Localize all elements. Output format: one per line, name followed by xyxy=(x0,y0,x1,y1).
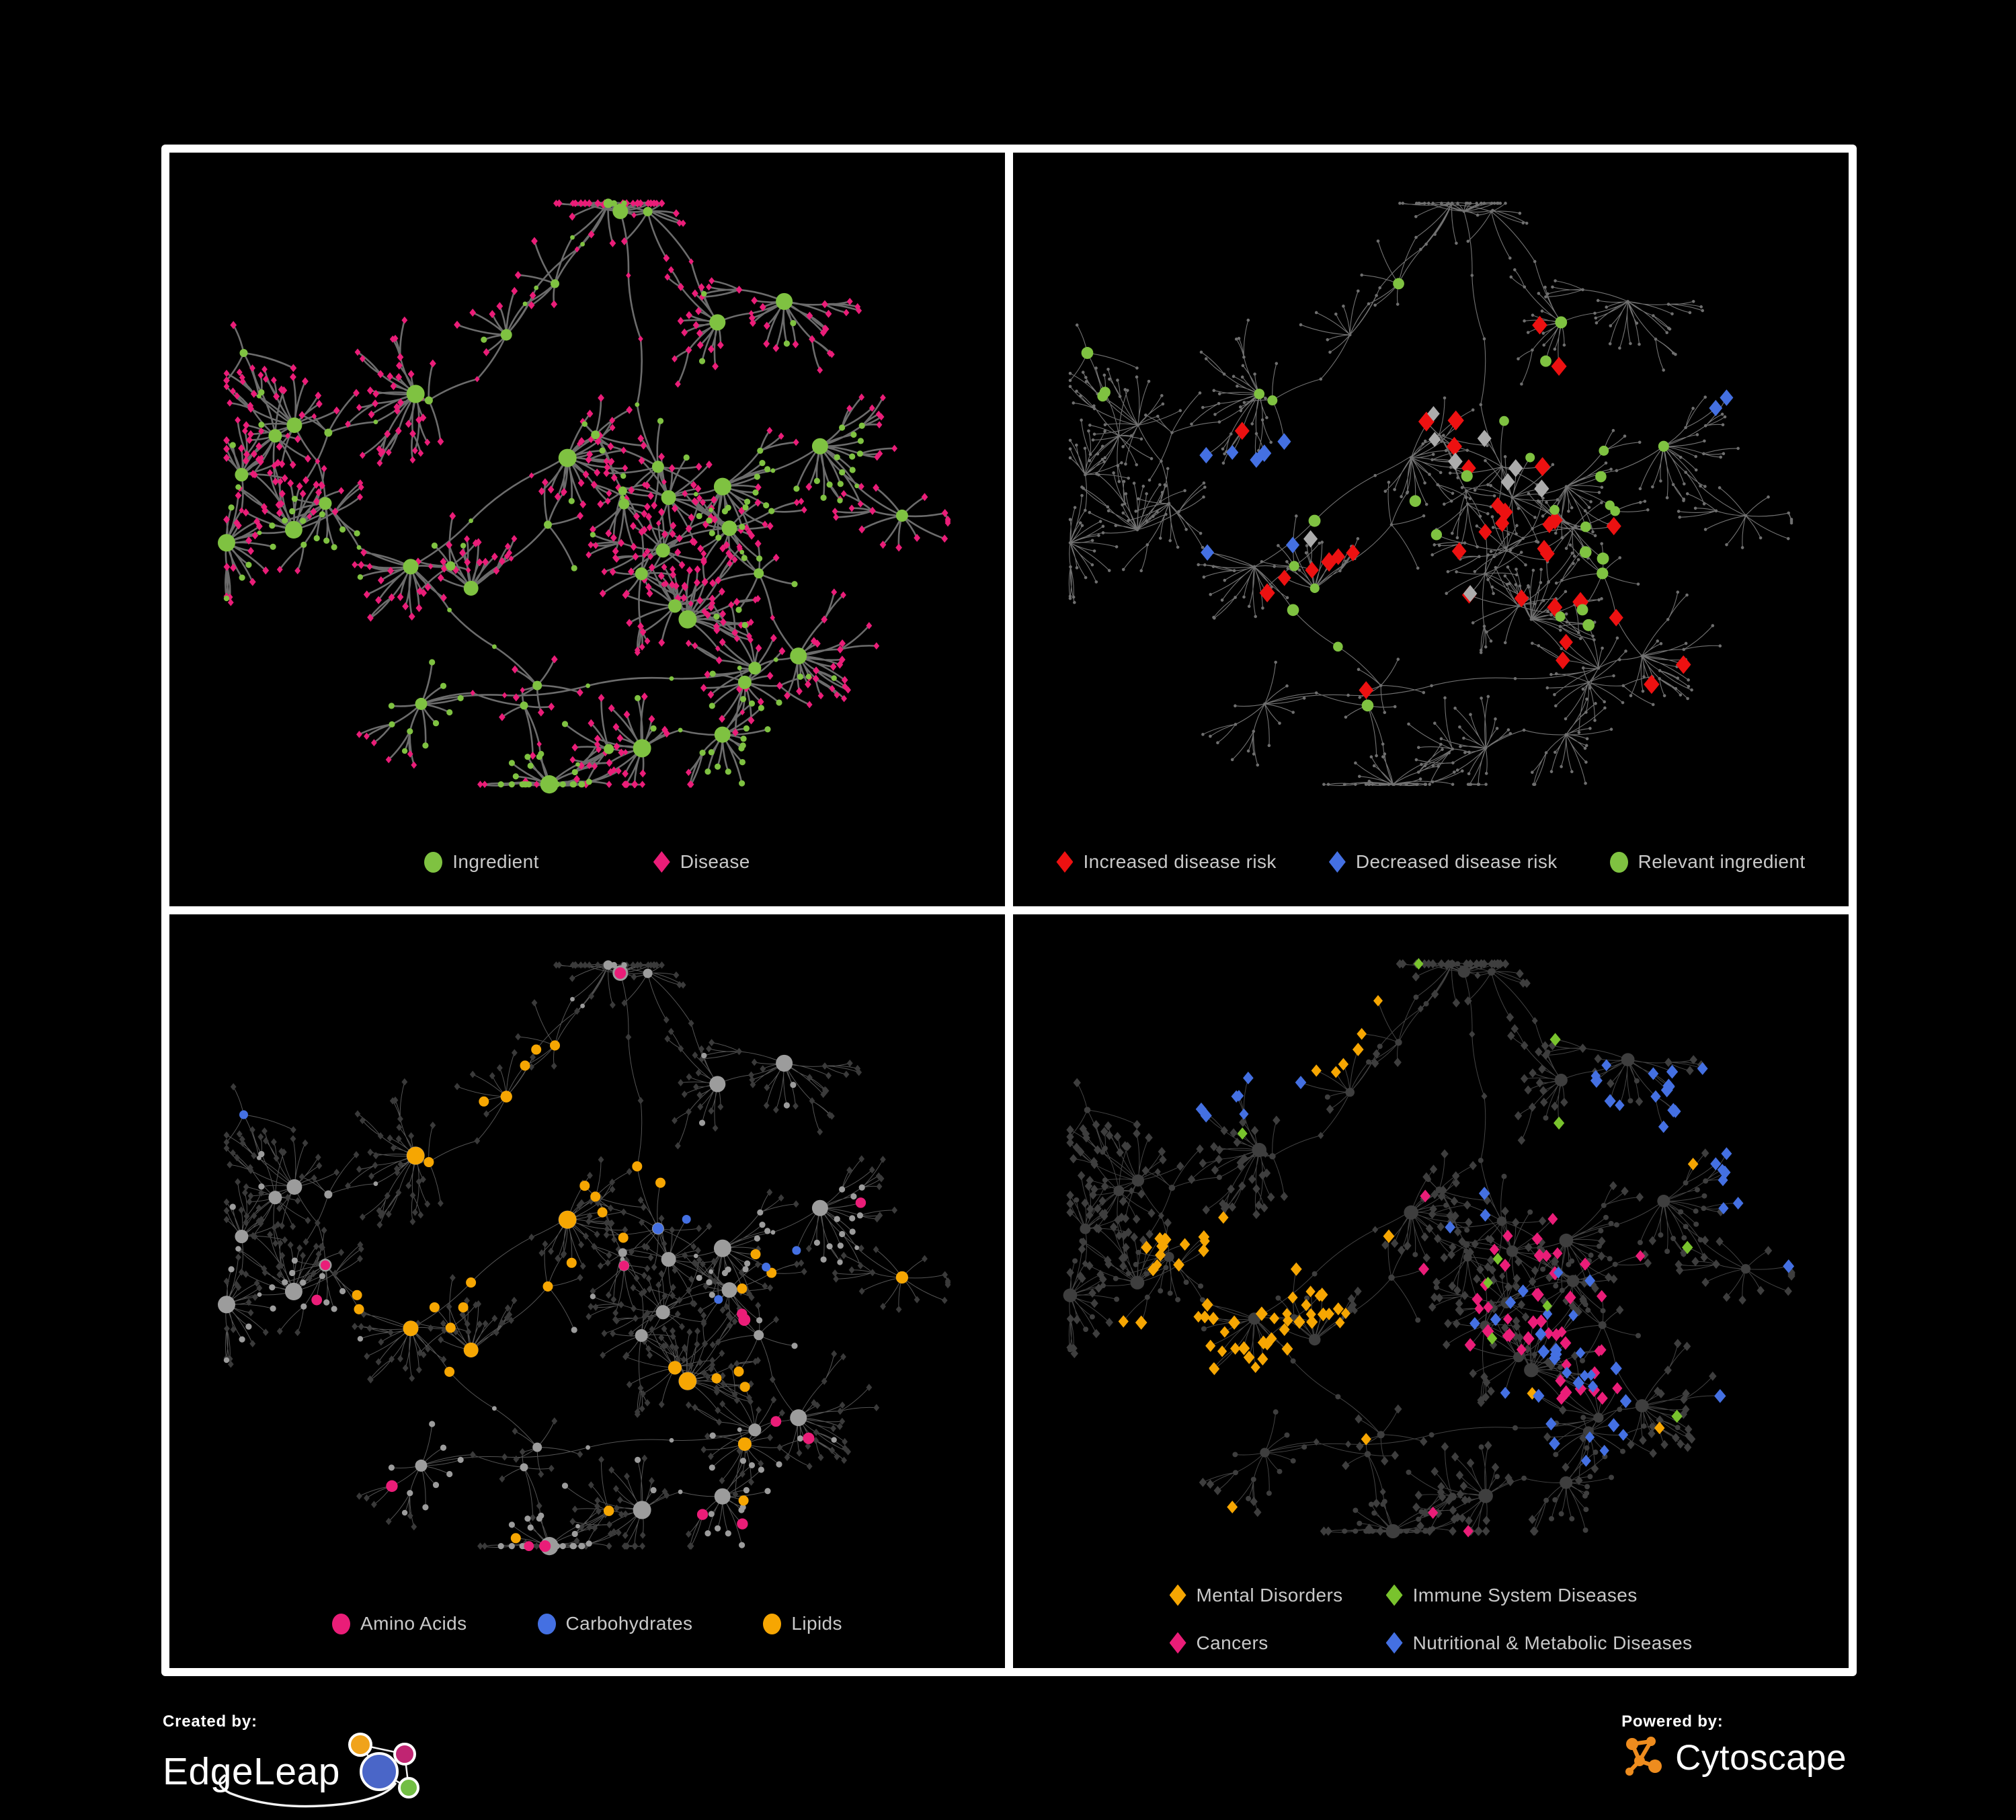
legend-marker-diamond-icon xyxy=(1328,851,1346,873)
created-by-label: Created by: xyxy=(163,1712,257,1731)
legend-marker-diamond-icon xyxy=(1169,1584,1186,1606)
legend-marker-circle-icon xyxy=(537,1613,556,1634)
legend-label: Amino Acids xyxy=(360,1613,467,1634)
legend-item: Amino Acids xyxy=(332,1613,467,1634)
legend-marker-circle-icon xyxy=(1609,851,1628,873)
legend-item: Mental Disorders xyxy=(1169,1584,1343,1606)
legend-item: Increased disease risk xyxy=(1056,851,1276,873)
network-disease-classes xyxy=(1063,958,1796,1539)
legend-label: Mental Disorders xyxy=(1196,1584,1343,1606)
legend-disease-classes: Mental Disorders Immune System Diseases Ca… xyxy=(1013,1581,1849,1668)
legend-item: Immune System Diseases xyxy=(1385,1584,1693,1606)
legend-label: Decreased disease risk xyxy=(1355,851,1558,872)
legend-item: Disease xyxy=(653,851,750,873)
legend-item: Ingredient xyxy=(424,851,539,873)
cytoscape-wordmark: Cytoscape xyxy=(1675,1737,1847,1778)
network-nutrient-groups xyxy=(218,960,951,1556)
edgeleap-logo-icon xyxy=(218,1733,419,1808)
network-disease-risk xyxy=(1068,202,1793,787)
powered-by-label: Powered by: xyxy=(1621,1712,1724,1731)
legend-marker-diamond-icon xyxy=(1385,1584,1403,1606)
legend-item: Cancers xyxy=(1169,1632,1343,1654)
legend-label: Disease xyxy=(680,851,750,872)
powered-by-block: Powered by: Cytoscape xyxy=(1621,1712,1847,1781)
legend-label: Ingredient xyxy=(452,851,539,872)
legend-label: Nutritional & Metabolic Diseases xyxy=(1412,1632,1693,1653)
panel-ingredient-disease: Ingredient Disease xyxy=(169,153,1005,906)
legend-nutrient-groups: Amino Acids Carbohydrates Lipids xyxy=(169,1597,1005,1668)
cytoscape-logo-icon xyxy=(1625,1737,1662,1776)
legend-marker-circle-icon xyxy=(424,851,443,873)
network-ingredient-disease xyxy=(218,198,951,794)
legend-label: Immune System Diseases xyxy=(1412,1584,1638,1606)
legend-ingredient-disease: Ingredient Disease xyxy=(169,835,1005,906)
legend-marker-diamond-icon xyxy=(1056,851,1074,873)
legend-marker-circle-icon xyxy=(332,1613,351,1634)
legend-label: Carbohydrates xyxy=(565,1613,693,1634)
panel-grid: Ingredient Disease Increased disease risk… xyxy=(161,145,1857,1676)
legend-marker-diamond-icon xyxy=(1385,1632,1403,1654)
panel-disease-risk: Increased disease risk Decreased disease … xyxy=(1013,153,1849,906)
legend-label: Increased disease risk xyxy=(1083,851,1277,872)
legend-marker-diamond-icon xyxy=(1169,1632,1186,1654)
legend-item: Nutritional & Metabolic Diseases xyxy=(1385,1632,1693,1654)
panel-nutrient-groups: Amino Acids Carbohydrates Lipids xyxy=(169,914,1005,1668)
legend-disease-risk: Increased disease risk Decreased disease … xyxy=(1013,835,1849,906)
legend-label: Relevant ingredient xyxy=(1638,851,1806,872)
panel-disease-classes: Mental Disorders Immune System Diseases Ca… xyxy=(1013,914,1849,1668)
created-by-block: Created by: EdgeLeap xyxy=(163,1712,438,1809)
legend-label: Cancers xyxy=(1196,1632,1268,1653)
legend-label: Lipids xyxy=(791,1613,842,1634)
legend-item: Relevant ingredient xyxy=(1609,851,1806,873)
edgeleap-wordmark: EdgeLeap xyxy=(163,1749,340,1793)
legend-item: Carbohydrates xyxy=(537,1613,693,1634)
legend-item: Lipids xyxy=(763,1613,842,1634)
legend-marker-circle-icon xyxy=(763,1613,782,1634)
legend-item: Decreased disease risk xyxy=(1328,851,1558,873)
legend-marker-diamond-icon xyxy=(653,851,670,873)
